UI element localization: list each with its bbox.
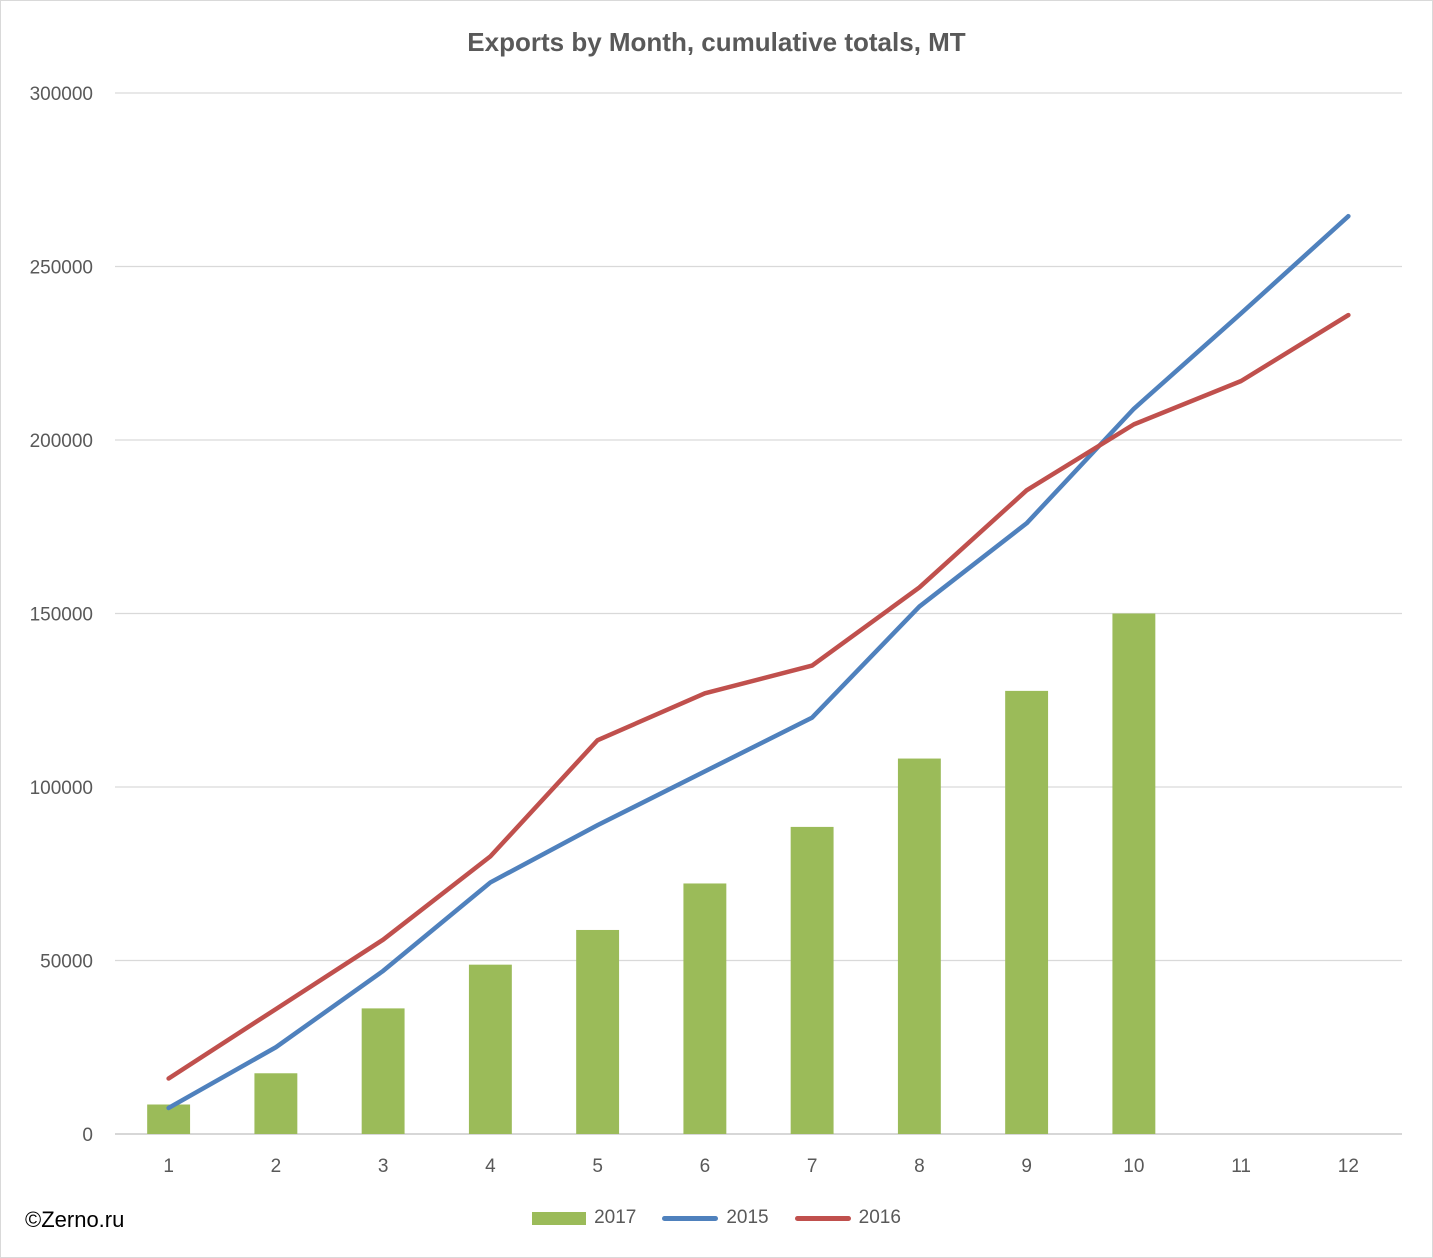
legend-item-2017: 2017 xyxy=(532,1207,636,1229)
bar-2017 xyxy=(576,929,620,1134)
y-tick-label: 0 xyxy=(82,1125,93,1146)
legend-swatch-2015 xyxy=(662,1215,719,1221)
x-tick-label: 11 xyxy=(1231,1156,1251,1177)
legend-label-2016: 2016 xyxy=(858,1207,901,1228)
bar-2017 xyxy=(790,826,834,1134)
bar-2017 xyxy=(254,1073,298,1134)
legend-label-2015: 2015 xyxy=(726,1207,769,1228)
y-axis-labels: 0 50000 100000 150000 200000 250000 300000 xyxy=(30,84,93,1146)
x-tick-label: 1 xyxy=(163,1156,174,1177)
x-tick-label: 8 xyxy=(914,1156,925,1177)
x-tick-label: 2 xyxy=(271,1156,282,1177)
y-tick-label: 250000 xyxy=(30,258,93,279)
y-tick-label: 50000 xyxy=(40,952,93,973)
x-tick-label: 7 xyxy=(807,1156,818,1177)
chart-title: Exports by Month, cumulative totals, MT xyxy=(467,27,966,57)
x-tick-label: 6 xyxy=(700,1156,711,1177)
y-tick-label: 100000 xyxy=(30,778,93,799)
x-tick-label: 12 xyxy=(1338,1156,1359,1177)
bar-2017 xyxy=(683,883,727,1134)
bar-2017 xyxy=(1005,690,1049,1134)
bar-series xyxy=(147,613,1156,1134)
legend-swatch-2017 xyxy=(532,1211,587,1225)
watermark: ©Zerno.ru xyxy=(25,1207,125,1232)
y-tick-label: 300000 xyxy=(30,84,93,105)
legend-item-2016: 2016 xyxy=(794,1207,901,1229)
x-tick-label: 5 xyxy=(592,1156,603,1177)
legend: 2017 2015 2016 xyxy=(1,1207,1432,1229)
legend-item-2015: 2015 xyxy=(662,1207,769,1229)
bar-2017 xyxy=(1112,613,1156,1134)
line-2015 xyxy=(166,213,1351,1111)
x-tick-label: 10 xyxy=(1123,1156,1144,1177)
bar-2017 xyxy=(897,758,941,1134)
y-tick-label: 200000 xyxy=(30,431,93,452)
gridlines xyxy=(115,92,1402,1135)
x-tick-label: 4 xyxy=(485,1156,496,1177)
bar-2017 xyxy=(361,1008,405,1134)
legend-label-2017: 2017 xyxy=(594,1207,637,1228)
x-axis-labels: 1 2 3 4 5 6 7 8 9 10 11 12 xyxy=(163,1156,1359,1177)
x-tick-label: 9 xyxy=(1021,1156,1032,1177)
x-tick-label: 3 xyxy=(378,1156,389,1177)
bar-2017 xyxy=(468,964,512,1134)
line-series xyxy=(166,213,1351,1111)
y-tick-label: 150000 xyxy=(30,605,93,626)
line-2016 xyxy=(166,312,1351,1081)
legend-swatch-2016 xyxy=(794,1215,851,1221)
